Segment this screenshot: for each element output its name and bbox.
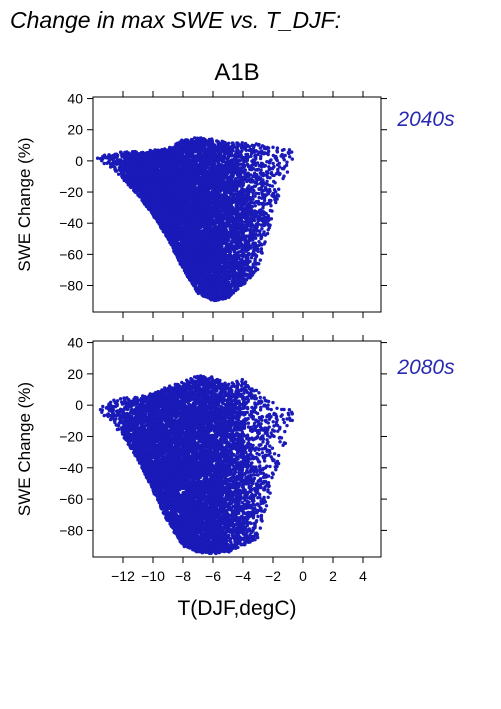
- scatter-point: [249, 149, 253, 153]
- scatter-point: [268, 223, 272, 227]
- scatter-point: [243, 141, 248, 146]
- scatter-point: [271, 161, 275, 166]
- scatter-point: [265, 179, 269, 183]
- scatter-points: [95, 136, 294, 303]
- figure-title: Change in max SWE vs. T_DJF:: [10, 7, 341, 33]
- scatter-point: [259, 250, 263, 255]
- scatter-point: [254, 173, 259, 177]
- scatter-point: [259, 154, 263, 159]
- scatter-point: [259, 223, 263, 227]
- scatter-point: [257, 240, 261, 244]
- scatter-point: [258, 146, 262, 150]
- scatter-point: [262, 216, 266, 221]
- scatter-point: [285, 160, 289, 164]
- scatter-point: [259, 247, 264, 251]
- scatter-point: [290, 150, 294, 154]
- scatter-point: [254, 191, 258, 195]
- scatter-point: [249, 256, 254, 260]
- scatter-point: [283, 153, 287, 158]
- scatter-point: [275, 197, 279, 201]
- scatter-point: [269, 204, 273, 208]
- scatter-point: [280, 152, 284, 157]
- scatter-point: [258, 258, 262, 262]
- scatter-point: [268, 176, 272, 180]
- scatter-point: [263, 233, 268, 237]
- scatter-point: [290, 157, 294, 161]
- scatter-point: [264, 170, 269, 174]
- scatter-point: [129, 155, 134, 160]
- scatter-point: [240, 141, 244, 145]
- scatter-point: [249, 200, 253, 204]
- scatter-point: [287, 148, 292, 152]
- scenario-label: A1B: [214, 59, 259, 86]
- scatter-point: [248, 145, 252, 149]
- scatter-point: [102, 161, 106, 166]
- scatter-point: [262, 198, 267, 203]
